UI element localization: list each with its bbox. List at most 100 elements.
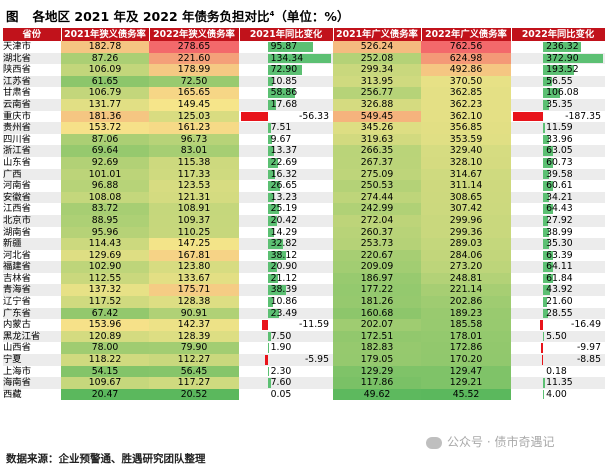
positive-change-bar — [267, 42, 313, 52]
change-value: 38.12 — [270, 249, 298, 261]
ratio-cell: 142.37 — [149, 319, 239, 331]
change-value: -9.97 — [576, 342, 601, 354]
positive-change-bar — [543, 285, 551, 296]
change-cell: 60.73 — [511, 157, 605, 169]
ratio-cell: 67.42 — [61, 307, 149, 320]
positive-change-bar — [267, 343, 269, 354]
region-cell: 贵州省 — [3, 122, 31, 134]
ratio-cell: 137.32 — [61, 284, 149, 297]
region-cell: 江苏省 — [3, 75, 31, 87]
ratio-cell: 120.89 — [61, 330, 149, 343]
change-value: 16.32 — [270, 168, 298, 180]
positive-change-bar — [267, 65, 302, 75]
ratio-cell: 20.52 — [149, 388, 239, 401]
change-cell: 27.92 — [511, 215, 605, 227]
ratio-cell: 129.21 — [421, 377, 511, 389]
table-row: 广东省 67.42 90.91 23.49 160.68 189.23 28.55 — [3, 307, 605, 320]
change-cell: 39.58 — [511, 169, 605, 181]
positive-change-bar — [543, 250, 554, 261]
change-value: 33.96 — [546, 133, 573, 145]
change-value: -187.35 — [565, 110, 601, 122]
negative-change-bar — [541, 355, 544, 365]
positive-change-bar — [543, 239, 549, 249]
ratio-cell: 95.96 — [61, 226, 149, 239]
table-row: 重庆市 181.36 125.03 -56.33 549.45 362.10 -187.35 — [3, 110, 605, 123]
region-cell: 湖南省 — [3, 226, 31, 238]
change-cell: 26.65 — [239, 180, 333, 192]
ratio-cell: 106.79 — [61, 87, 149, 99]
ratio-cell: 311.14 — [421, 180, 511, 192]
change-cell: 5.50 — [511, 331, 605, 343]
region-cell: 河南省 — [3, 180, 31, 192]
ratio-cell: 319.63 — [333, 133, 421, 146]
change-cell: 1.90 — [239, 342, 333, 354]
ratio-cell: 266.35 — [333, 145, 421, 157]
change-value: 2.30 — [270, 365, 292, 377]
positive-change-bar — [267, 88, 296, 98]
change-cell: 64.11 — [511, 261, 605, 273]
ratio-cell: 242.99 — [333, 203, 421, 215]
ratio-cell: 109.37 — [149, 214, 239, 227]
ratio-cell: 299.34 — [333, 64, 421, 76]
ratio-cell: 108.91 — [149, 203, 239, 215]
change-value: -56.33 — [299, 110, 329, 122]
positive-change-bar — [267, 192, 274, 203]
positive-change-bar — [543, 53, 603, 64]
change-value: 39.58 — [546, 168, 573, 180]
ratio-cell: 189.23 — [421, 307, 511, 320]
region-cell: 甘肃省 — [3, 87, 31, 99]
ratio-cell: 362.23 — [421, 98, 511, 111]
positive-change-bar — [267, 204, 280, 214]
ratio-cell: 56.45 — [149, 365, 239, 378]
change-value: 236.32 — [546, 41, 579, 52]
negative-change-bar — [262, 320, 268, 330]
change-value: 28.55 — [546, 307, 573, 319]
change-cell: 35.35 — [511, 99, 605, 111]
region-cell: 辽宁省 — [3, 296, 31, 308]
positive-change-bar — [543, 157, 553, 168]
change-value: 63.05 — [546, 145, 573, 157]
change-value: 20.90 — [270, 261, 298, 273]
change-value: 193.52 — [546, 64, 579, 76]
ratio-cell: 131.77 — [61, 98, 149, 111]
ratio-cell: 252.08 — [333, 52, 421, 65]
table-row: 江西省 83.72 108.91 25.19 242.99 307.42 64.43 — [3, 203, 605, 215]
debt-table: 省份 2021年狭义债务率 2022年狭义债务率 2021年同比变化 2021年… — [3, 28, 606, 401]
change-value: 10.86 — [270, 296, 298, 308]
ratio-cell: 328.10 — [421, 156, 511, 169]
region-cell: 福建省 — [3, 261, 31, 273]
positive-change-bar — [267, 227, 275, 238]
region-cell: 西藏 — [3, 388, 22, 400]
ratio-cell: 248.81 — [421, 272, 511, 285]
ratio-cell: 181.26 — [333, 296, 421, 308]
change-cell: 32.82 — [239, 238, 333, 250]
table-row: 江苏省 61.65 72.50 10.85 313.95 370.50 56.55 — [3, 75, 605, 88]
ratio-cell: 253.73 — [333, 238, 421, 250]
change-value: 21.60 — [546, 296, 573, 308]
positive-change-bar — [267, 262, 278, 272]
ratio-cell: 129.29 — [333, 365, 421, 378]
change-cell: 61.84 — [511, 273, 605, 285]
region-cell: 宁夏 — [3, 354, 22, 366]
change-value: 11.59 — [546, 122, 573, 134]
change-cell: 58.86 — [239, 87, 333, 99]
change-value: 10.85 — [270, 75, 298, 87]
positive-change-bar — [543, 88, 561, 98]
table-row: 山西省 78.00 79.90 1.90 182.83 172.86 -9.97 — [3, 342, 605, 355]
ratio-cell: 106.09 — [61, 64, 149, 76]
table-row: 北京市 88.95 109.37 20.42 272.04 299.96 27.92 — [3, 214, 605, 227]
table-row: 浙江省 69.64 83.01 13.37 266.35 329.40 63.05 — [3, 145, 605, 157]
change-cell: 25.19 — [239, 203, 333, 215]
ratio-cell: 96.73 — [149, 133, 239, 146]
change-cell: 38.12 — [239, 250, 333, 262]
change-value: 95.87 — [270, 41, 298, 52]
ratio-cell: 178.01 — [421, 330, 511, 343]
change-value: 13.23 — [270, 191, 298, 203]
region-cell: 广东省 — [3, 307, 31, 319]
table-body: 天津市 182.78 278.65 95.87 526.24 762.56 236.32 湖北… — [3, 41, 605, 401]
change-value: 9.67 — [270, 133, 292, 145]
positive-change-bar — [267, 378, 272, 388]
change-value: 35.30 — [546, 238, 573, 250]
ratio-cell: 221.60 — [149, 52, 239, 65]
change-value: -8.85 — [576, 354, 601, 366]
